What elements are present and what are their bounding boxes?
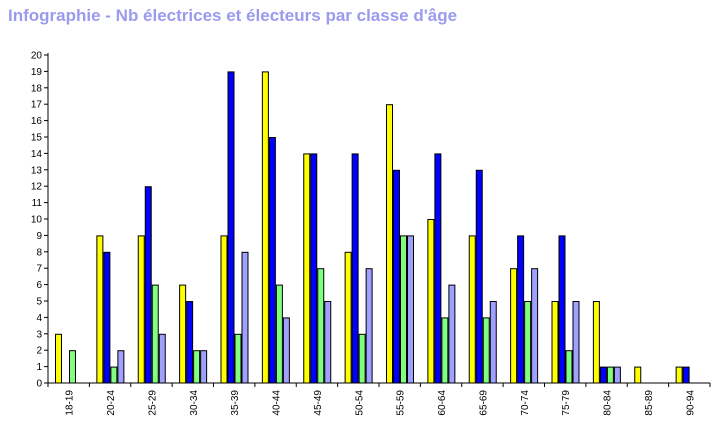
- bar-series-1-70-74: [510, 268, 518, 384]
- y-tick-label: 20: [31, 51, 43, 62]
- y-tick-label: 19: [31, 67, 43, 78]
- bar-series-2-80-84: [599, 366, 607, 384]
- bar-series-2-60-64: [434, 153, 442, 384]
- x-tick-label: 85-89: [644, 390, 655, 416]
- y-tick-label: 15: [31, 133, 43, 144]
- bar-series-3-55-59: [400, 235, 407, 384]
- y-tick-label: 8: [36, 247, 42, 258]
- x-tick-label: 55-59: [396, 390, 407, 416]
- bar-series-1-30-34: [179, 284, 187, 384]
- bar-series-4-80-84: [613, 366, 621, 384]
- bar-series-2-45-49: [310, 153, 318, 384]
- y-tick-label: 3: [36, 329, 42, 340]
- y-tick-label: 17: [31, 100, 43, 111]
- y-tick-label: 9: [36, 231, 42, 242]
- bar-series-1-18-19: [55, 333, 62, 384]
- y-tick-label: 11: [32, 198, 43, 209]
- y-tick-label: 14: [31, 149, 43, 160]
- y-tick-label: 4: [36, 313, 42, 324]
- bar-series-3-80-84: [606, 366, 614, 384]
- bar-series-2-20-24: [103, 251, 111, 384]
- x-tick-label: 65-69: [478, 390, 489, 416]
- x-tick-label: 80-84: [603, 390, 614, 416]
- x-tick-label: 18-19: [65, 390, 76, 416]
- y-tick-label: 0: [36, 379, 42, 390]
- x-tick-label: 50-54: [354, 390, 365, 416]
- bar-series-1-50-54: [344, 251, 352, 384]
- bar-series-3-50-54: [358, 333, 366, 384]
- bar-series-3-18-19: [69, 350, 76, 384]
- bar-series-4-50-54: [365, 268, 373, 384]
- x-axis: 18-19 20-24 25-29 30-34 35-39 40-44 45-49 50-54…: [47, 382, 711, 416]
- bar-series-4-30-34: [200, 350, 208, 384]
- bar-series-2-65-69: [475, 169, 483, 384]
- chart-title: Infographie - Nb électrices et électeurs…: [8, 6, 458, 25]
- bar-series-4-40-44: [282, 317, 290, 384]
- x-tick-label: 25-29: [147, 390, 158, 416]
- bar-series-1-45-49: [303, 153, 311, 384]
- y-tick-label: 18: [31, 83, 43, 94]
- x-tick-label: 40-44: [272, 390, 283, 416]
- bar-series-2-25-29: [144, 186, 152, 384]
- bar-series-3-35-39: [234, 333, 242, 384]
- bars: [55, 71, 690, 384]
- bar-series-2-90-94: [682, 366, 690, 384]
- bar-series-1-80-84: [592, 301, 600, 384]
- y-tick-label: 7: [36, 264, 42, 275]
- bar-series-2-75-79: [558, 235, 566, 384]
- bar-series-3-45-49: [317, 268, 325, 384]
- x-tick-label: 90-94: [685, 390, 696, 416]
- x-tick-label: 30-34: [189, 390, 200, 416]
- y-tick-label: 2: [36, 346, 42, 357]
- bar-series-3-65-69: [482, 317, 490, 384]
- bar-series-3-75-79: [565, 350, 573, 384]
- bar-series-4-45-49: [324, 301, 332, 384]
- bar-series-4-65-69: [489, 301, 497, 384]
- bar-series-1-55-59: [386, 104, 393, 384]
- bar-series-2-70-74: [517, 235, 525, 384]
- bar-series-1-90-94: [675, 366, 683, 384]
- bar-series-1-25-29: [137, 235, 145, 384]
- x-tick-label: 20-24: [106, 390, 117, 416]
- bar-series-2-35-39: [227, 71, 235, 384]
- bar-series-3-60-64: [441, 317, 449, 384]
- bar-series-2-30-34: [186, 301, 194, 384]
- y-tick-label: 12: [31, 182, 43, 193]
- bar-series-3-40-44: [275, 284, 283, 384]
- bar-series-4-25-29: [158, 333, 166, 384]
- y-tick-label: 16: [31, 116, 43, 127]
- bar-series-1-20-24: [96, 235, 104, 384]
- y-tick-label: 6: [36, 280, 42, 291]
- bar-series-4-75-79: [572, 301, 580, 384]
- x-tick-label: 45-49: [313, 390, 324, 416]
- bar-series-4-60-64: [448, 284, 456, 384]
- bar-series-2-40-44: [268, 137, 276, 384]
- bar-series-1-40-44: [261, 71, 269, 384]
- bar-series-1-85-89: [634, 366, 642, 384]
- x-tick-label: 60-64: [437, 390, 448, 416]
- bar-series-4-70-74: [531, 268, 539, 384]
- bar-series-3-30-34: [193, 350, 201, 384]
- x-tick-label: 35-39: [230, 390, 241, 416]
- y-tick-label: 5: [36, 297, 42, 308]
- y-tick-label: 13: [31, 165, 43, 176]
- x-tick-label: 70-74: [520, 390, 531, 416]
- bar-series-1-60-64: [427, 219, 435, 384]
- bar-series-2-50-54: [351, 153, 359, 384]
- y-tick-label: 1: [36, 362, 42, 373]
- bar-series-4-20-24: [117, 350, 125, 384]
- y-tick-label: 10: [31, 215, 43, 226]
- bar-series-1-65-69: [468, 235, 476, 384]
- bar-series-4-55-59: [407, 235, 414, 384]
- x-tick-label: 75-79: [561, 390, 572, 416]
- bar-series-3-70-74: [524, 301, 532, 384]
- bar-series-1-75-79: [551, 301, 559, 384]
- bar-series-1-35-39: [220, 235, 228, 384]
- bar-series-3-25-29: [151, 284, 159, 384]
- bar-series-3-20-24: [110, 366, 118, 384]
- bar-series-2-55-59: [393, 169, 400, 384]
- bar-series-4-35-39: [241, 251, 249, 384]
